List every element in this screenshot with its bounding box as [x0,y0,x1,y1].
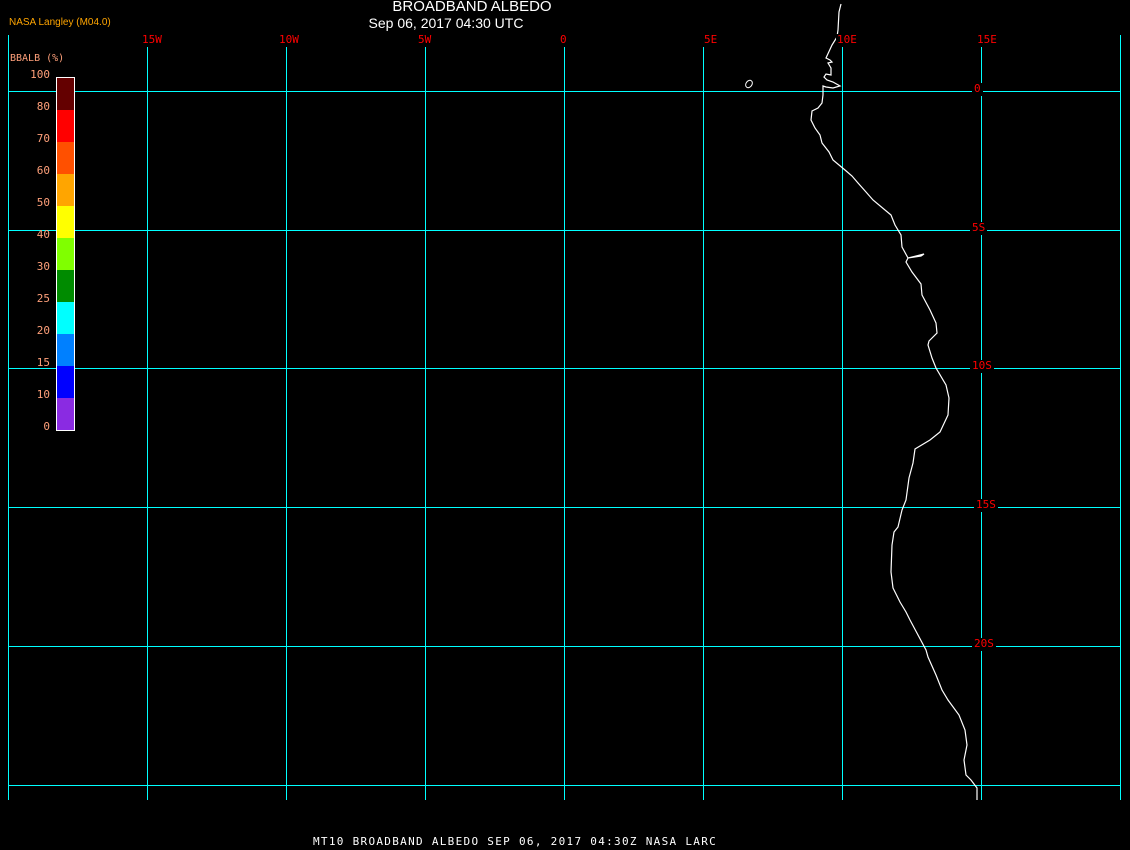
colorbar-segment [57,398,74,430]
colorbar-tick-label: 70 [36,132,50,145]
colorbar-segment [57,174,74,206]
coastline [810,3,978,800]
colorbar-segment [57,78,74,110]
colorbar-segment [57,334,74,366]
lon-label: 10W [278,33,300,47]
lon-label: 5E [703,33,719,47]
colorbar-segment [57,270,74,302]
colorbar-tick-label: 15 [36,356,50,369]
colorbar-tick-label: 30 [36,260,50,273]
colorbar-segment [57,302,74,334]
colorbar-tick-label: 50 [36,196,50,209]
colorbar-tick-label: 100 [30,68,50,81]
colorbar-tick-label: 0 [43,420,50,433]
colorbar-segment [57,142,74,174]
lat-label: 0 [972,82,983,96]
lon-label: 15E [976,33,998,47]
colorbar [56,77,75,431]
map-timestamp: Sep 06, 2017 04:30 UTC [368,15,524,31]
lon-label: 10E [836,33,858,47]
lat-label: 10S [970,359,994,373]
colorbar-segment [57,206,74,238]
island-outline [745,79,753,89]
map-title: BROADBAND ALBEDO [392,0,552,15]
colorbar-tick-label: 60 [36,164,50,177]
lat-label: 15S [974,498,998,512]
colorbar-title: BBALB (%) [10,53,65,64]
colorbar-segment [57,110,74,142]
lat-label: 20S [972,637,996,651]
lon-label: 5W [417,33,433,47]
colorbar-tick-label: 40 [36,228,50,241]
colorbar-segment [57,238,74,270]
colorbar-segment [57,366,74,398]
lon-label: 0 [559,33,568,47]
credit-label: NASA Langley (M04.0) [9,17,111,28]
lon-label: 15W [141,33,163,47]
lat-label: 5S [970,221,988,235]
colorbar-tick-label: 10 [36,388,50,401]
footer-caption: MT10 BROADBAND ALBEDO SEP 06, 2017 04:30… [313,835,718,848]
colorbar-tick-label: 20 [36,324,50,337]
colorbar-tick-label: 80 [36,100,50,113]
colorbar-tick-label: 25 [36,292,50,305]
